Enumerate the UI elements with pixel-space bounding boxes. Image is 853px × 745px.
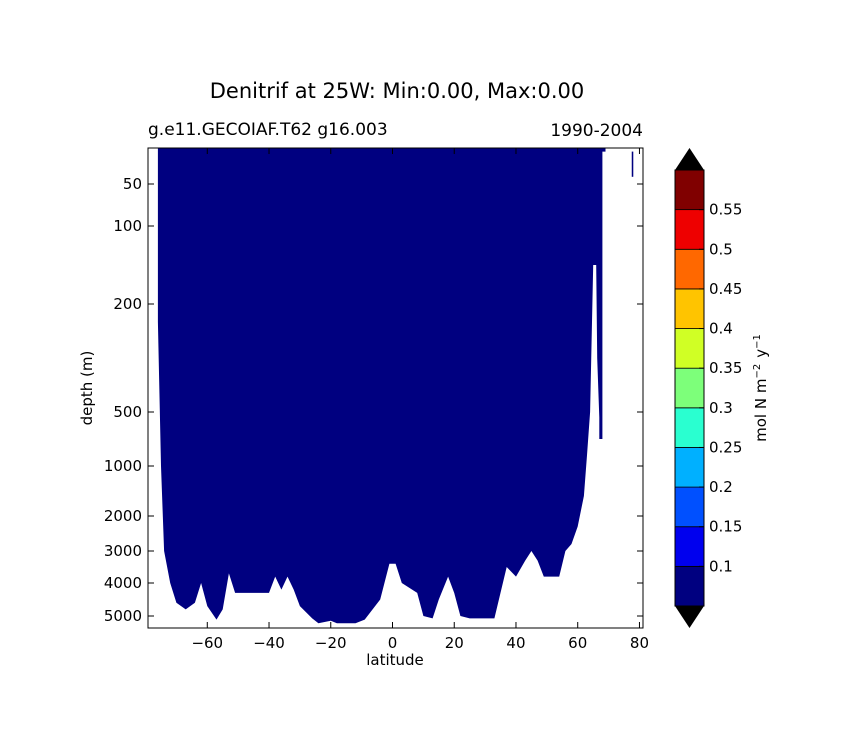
colorbar-swatch xyxy=(674,328,705,369)
x-tick-label: 80 xyxy=(630,634,649,652)
colorbar-swatch xyxy=(674,486,705,528)
y-tick-label: 100 xyxy=(113,217,142,235)
y-axis: 50 100 200 500 1000 2000 3000 4000 5000 xyxy=(104,175,643,625)
y-tick-label: 2000 xyxy=(104,507,142,525)
chart-subtitle-left: g.e11.GECOIAF.T62 g16.003 xyxy=(148,120,388,140)
colorbar-tick-label: 0.3 xyxy=(709,399,733,417)
y-tick-label: 500 xyxy=(113,403,142,421)
colorbar: 0.1 0.15 0.2 0.25 0.3 0.35 0.4 0.45 0.5 0.55 xyxy=(674,148,742,628)
colorbar-swatch xyxy=(674,526,705,567)
y-tick-label: 4000 xyxy=(104,574,142,592)
plot-frame xyxy=(147,147,644,629)
x-tick-label: 20 xyxy=(445,634,464,652)
y-tick-label: 200 xyxy=(113,295,142,313)
y-axis-label: depth (m) xyxy=(78,351,96,426)
colorbar-tick-label: 0.35 xyxy=(709,359,742,377)
chart-title: Denitrif at 25W: Min:0.00, Max:0.00 xyxy=(210,79,584,103)
x-tick-label: −40 xyxy=(253,634,285,652)
colorbar-tick-label: 0.1 xyxy=(709,557,733,575)
colorbar-under-arrow xyxy=(675,606,704,628)
colorbar-swatch xyxy=(674,367,705,409)
colorbar-tick-label: 0.5 xyxy=(709,240,733,258)
colorbar-swatch xyxy=(674,169,705,211)
plot-area xyxy=(147,147,644,629)
colorbar-tick-label: 0.25 xyxy=(709,438,742,456)
x-tick-label: −60 xyxy=(191,634,223,652)
colorbar-over-arrow xyxy=(675,148,704,170)
colorbar-tick-label: 0.55 xyxy=(709,201,742,219)
y-tick-label: 5000 xyxy=(104,607,142,625)
colorbar-label: mol N m−2y−1 xyxy=(752,334,770,442)
colorbar-swatch xyxy=(674,209,705,250)
isolated-field-bar xyxy=(631,151,634,177)
chart-subtitle-right: 1990-2004 xyxy=(550,121,643,141)
colorbar-swatch xyxy=(674,248,705,290)
colorbar-swatch xyxy=(674,447,705,488)
colorbar-frame xyxy=(674,169,705,607)
y-tick-label: 3000 xyxy=(104,542,142,560)
colorbar-swatch xyxy=(674,288,705,329)
x-tick-label: −20 xyxy=(315,634,347,652)
x-tick-label: 40 xyxy=(506,634,525,652)
colorbar-tick-label: 0.4 xyxy=(709,320,733,338)
y-tick-label: 50 xyxy=(123,175,142,193)
x-axis-label: latitude xyxy=(366,651,424,669)
x-tick-label: 60 xyxy=(568,634,587,652)
colorbar-swatch xyxy=(674,407,705,448)
colorbar-swatch xyxy=(674,565,705,607)
colorbar-tick-label: 0.45 xyxy=(709,280,742,298)
colorbar-tick-label: 0.15 xyxy=(709,518,742,536)
y-tick-label: 1000 xyxy=(104,457,142,475)
ocean-field xyxy=(157,148,606,624)
x-axis: −60 −40 −20 0 20 40 60 80 xyxy=(191,148,649,652)
colorbar-tick-label: 0.2 xyxy=(709,478,733,496)
x-tick-label: 0 xyxy=(388,634,398,652)
